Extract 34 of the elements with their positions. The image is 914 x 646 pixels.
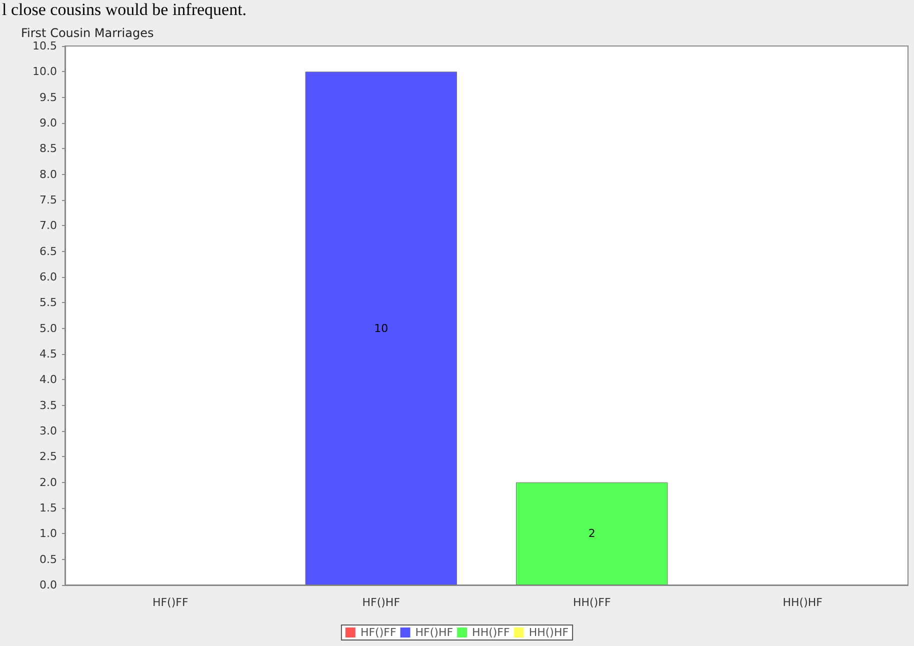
- y-tick-label: 5.5: [40, 296, 57, 310]
- data-label: 2: [588, 527, 596, 540]
- data-label: 10: [374, 322, 388, 335]
- y-tick-label: 5.0: [40, 322, 57, 335]
- y-tick-label: 3.5: [40, 398, 57, 412]
- y-tick-label: 6.5: [40, 244, 57, 258]
- y-tick-label: 1.0: [40, 527, 57, 540]
- y-tick-label: 10.0: [32, 65, 57, 78]
- y-tick-label: 4.0: [40, 373, 57, 386]
- y-tick-label: 2.0: [40, 476, 57, 489]
- y-tick-label: 9.5: [40, 90, 57, 104]
- y-tick-label: 7.5: [40, 194, 57, 206]
- x-tick-label: HH()HF: [782, 596, 822, 609]
- legend-label: HH()FF: [472, 626, 510, 639]
- legend-label: HF()FF: [360, 626, 396, 639]
- legend-label: HF()HF: [415, 626, 454, 639]
- x-tick-label: HF()FF: [152, 596, 188, 609]
- y-tick-label: 0.5: [40, 552, 57, 566]
- text: l close cousins would be infrequent.: [2, 0, 247, 19]
- y-tick-label: 2.5: [40, 450, 57, 464]
- y-tick-label: 0.0: [40, 578, 57, 592]
- y-tick-label: 7.0: [40, 219, 57, 232]
- chart-title: First Cousin Marriages: [21, 26, 154, 40]
- y-tick-label: 10.5: [32, 40, 57, 52]
- y-tick-label: 8.0: [40, 168, 57, 181]
- x-tick-label: HF()HF: [362, 596, 400, 609]
- y-tick-label: 4.5: [40, 348, 57, 360]
- y-tick-label: 3.0: [40, 424, 57, 438]
- y-tick-label: 8.5: [40, 142, 57, 156]
- legend-label: HH()HF: [528, 626, 569, 639]
- y-tick-label: 9.0: [40, 116, 57, 130]
- y-tick-label: 6.0: [40, 270, 57, 284]
- y-tick-label: 1.5: [40, 502, 57, 514]
- x-tick-label: HH()FF: [572, 596, 611, 609]
